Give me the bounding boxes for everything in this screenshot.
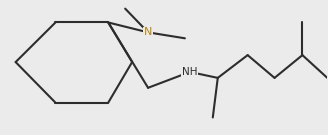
Text: N: N [144,27,152,37]
Text: NH: NH [182,67,198,77]
